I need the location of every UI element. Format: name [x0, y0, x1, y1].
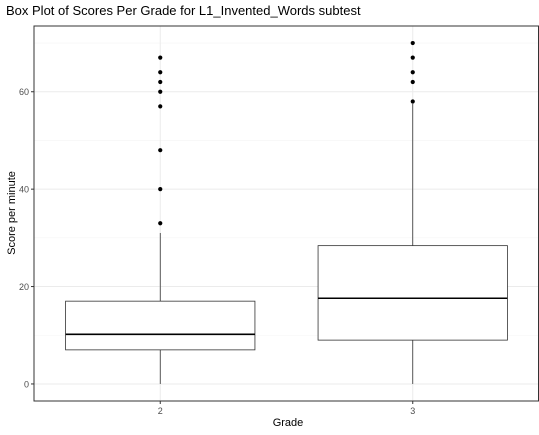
box-iqr [65, 300, 256, 351]
axis-layer: 0 20 40 60 2 3 [19, 25, 539, 416]
y-tick-label: 40 [19, 185, 29, 195]
outlier-point [410, 40, 415, 46]
outlier-point [158, 187, 163, 192]
chart-title: Box Plot of Scores Per Grade for L1_Inve… [6, 3, 361, 18]
outlier-point [158, 221, 163, 226]
outlier-point [158, 104, 163, 109]
y-tick-label: 20 [19, 282, 29, 292]
outlier-point [410, 55, 415, 60]
x-axis-label: Grade [273, 417, 304, 429]
box-iqr [317, 245, 508, 341]
outlier-point [158, 70, 163, 75]
outlier-point [410, 70, 415, 75]
y-tick-label: 0 [24, 379, 29, 389]
outlier-point [158, 148, 163, 153]
outlier-point [410, 79, 415, 85]
outlier-point [158, 89, 163, 94]
box-layer [65, 40, 508, 384]
outlier-point [410, 99, 415, 104]
y-axis-label: Score per minute [6, 171, 18, 255]
x-tick-label: 2 [158, 406, 163, 416]
x-tick-label: 3 [410, 406, 415, 416]
y-tick-label: 60 [19, 87, 29, 97]
outlier-point [158, 79, 163, 85]
outlier-point [158, 55, 163, 60]
